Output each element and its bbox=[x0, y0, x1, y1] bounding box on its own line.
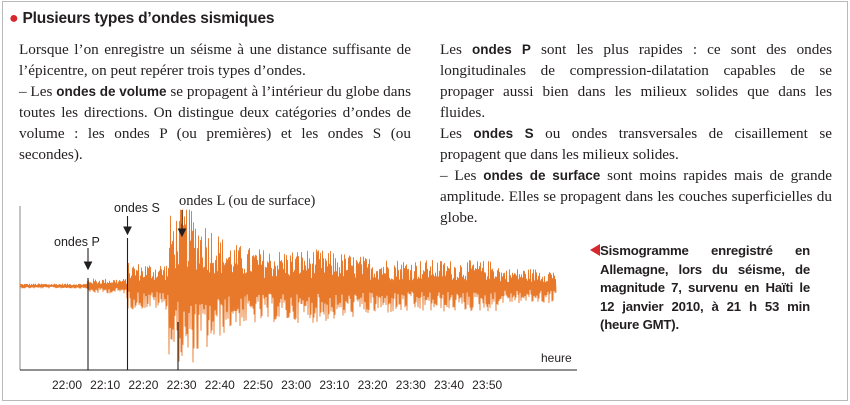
time-tick-label: 23:30 bbox=[396, 378, 426, 392]
caption-pointer-icon bbox=[590, 244, 600, 256]
time-tick-label: 22:30 bbox=[167, 378, 197, 392]
time-tick-label: 22:10 bbox=[90, 378, 120, 392]
time-tick-label: 23:10 bbox=[319, 378, 349, 392]
label-ondes-p: ondes P bbox=[54, 235, 100, 249]
time-tick-label: 23:20 bbox=[358, 378, 388, 392]
volume-waves-term: ondes de volume bbox=[56, 84, 167, 99]
label-ondes-s: ondes S bbox=[114, 201, 160, 215]
bullet-icon: ● bbox=[9, 10, 19, 27]
arrow-s-icon bbox=[123, 216, 132, 236]
p-waves-term: ondes P bbox=[472, 42, 531, 57]
time-tick-label: 22:50 bbox=[243, 378, 273, 392]
axis-unit-label: heure bbox=[541, 351, 572, 365]
time-tick-label: 23:40 bbox=[434, 378, 464, 392]
intro-paragraph: Lorsque l’on enregistre un séisme à une … bbox=[19, 41, 411, 79]
surface-waves-term: ondes de surface bbox=[483, 168, 601, 183]
seismogram-figure: ondes P ondes S ondes L (ou de surface) … bbox=[19, 193, 577, 392]
arrow-l-icon bbox=[177, 210, 187, 238]
section-title: ● Plusieurs types d’ondes sismiques bbox=[9, 10, 274, 28]
time-axis-ticks: 22:00 22:10 22:20 22:30 22:40 22:50 23:00 23:10… bbox=[52, 378, 503, 392]
left-column: Lorsque l’on enregistre un séisme à une … bbox=[19, 39, 411, 165]
seismogram-trace bbox=[19, 209, 557, 363]
time-tick-label: 22:20 bbox=[128, 378, 158, 392]
time-tick-label: 22:00 bbox=[52, 378, 82, 392]
time-tick-label: 23:50 bbox=[472, 378, 502, 392]
caption-text: Sismogramme enregistré en Allemagne, lor… bbox=[600, 243, 810, 333]
time-tick-label: 23:00 bbox=[281, 378, 311, 392]
s-waves-term: ondes S bbox=[473, 126, 534, 141]
surface-waves-paragraph: – Les ondes de surface sont moins rapide… bbox=[440, 167, 832, 226]
p-waves-paragraph: Les ondes P sont les plus rapides : ce s… bbox=[440, 41, 832, 121]
figure-caption: Sismogramme enregistré en Allemagne, lor… bbox=[590, 242, 810, 335]
time-tick-label: 22:40 bbox=[205, 378, 235, 392]
section-title-text: Plusieurs types d’ondes sismiques bbox=[22, 10, 275, 27]
arrow-p-icon bbox=[83, 248, 93, 271]
right-column: Les ondes P sont les plus rapides : ce s… bbox=[440, 39, 832, 228]
label-ondes-l: ondes L (ou de surface) bbox=[179, 193, 316, 209]
volume-waves-paragraph: – Les ondes de volume se propagent à l’i… bbox=[19, 83, 412, 163]
s-waves-paragraph: Les ondes S ou ondes transversales de ci… bbox=[440, 125, 833, 163]
